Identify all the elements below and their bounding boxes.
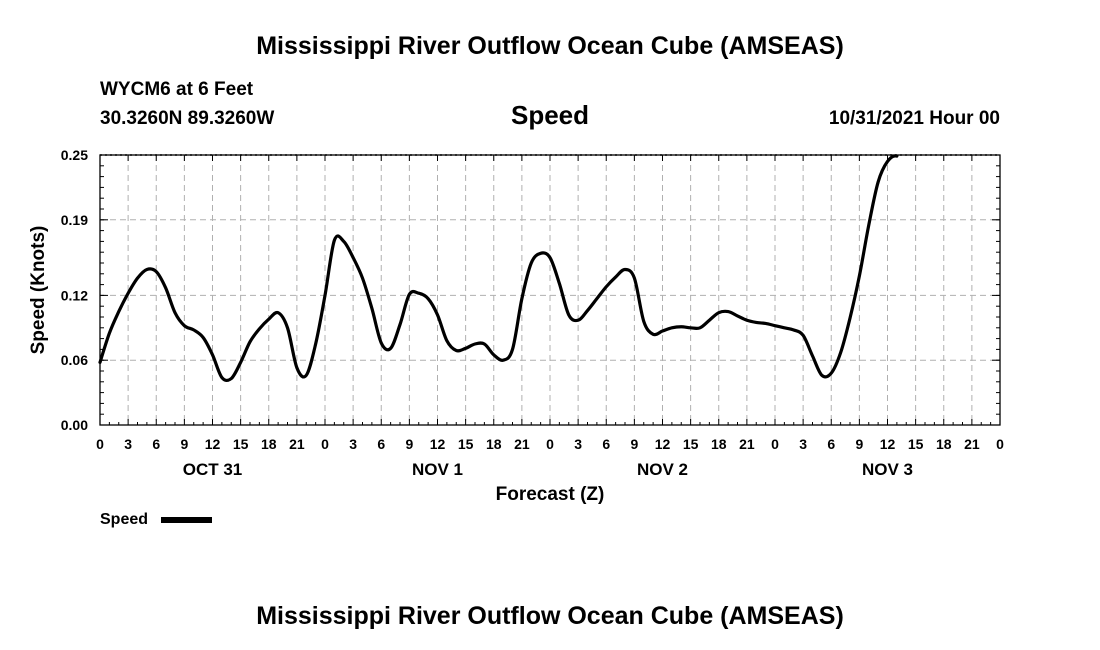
day-label: NOV 2 [637,460,688,479]
x-axis-label: Forecast (Z) [496,484,605,505]
legend: Speed [100,511,212,528]
x-tick-label: 18 [486,436,502,452]
chart-title: Speed [511,100,589,130]
x-tick-label: 0 [321,436,329,452]
x-tick-label: 12 [205,436,221,452]
x-tick-label: 6 [602,436,610,452]
day-label: OCT 31 [183,460,243,479]
x-tick-label: 3 [349,436,357,452]
station-label: WYCM6 at 6 Feet [100,79,254,100]
main-title: Mississippi River Outflow Ocean Cube (AM… [256,32,844,60]
station-coordinates: 30.3260N 89.3260W [100,108,274,129]
forecast-datetime: 10/31/2021 Hour 00 [829,108,1000,129]
day-labels: OCT 31 NOV 1 NOV 2 NOV 3 [183,460,913,479]
x-tick-label: 0 [96,436,104,452]
x-tick-label: 15 [908,436,924,452]
footer-title: Mississippi River Outflow Ocean Cube (AM… [256,602,844,630]
y-tick-label: 0.19 [61,212,88,228]
y-tick-label: 0.25 [61,147,88,163]
x-tick-label: 6 [152,436,160,452]
x-tick-label: 12 [655,436,671,452]
x-tick-label: 21 [514,436,530,452]
y-tick-label: 0.06 [61,352,88,368]
day-label: NOV 3 [862,460,913,479]
day-label: NOV 1 [412,460,463,479]
x-tick-label: 15 [458,436,474,452]
x-tick-label: 12 [880,436,896,452]
speed-series-line [98,154,899,383]
grid-lines [100,155,1000,425]
x-tick-label: 21 [964,436,980,452]
x-tick-label: 18 [936,436,952,452]
x-tick-label: 3 [799,436,807,452]
x-tick-label: 15 [683,436,699,452]
x-tick-label: 18 [711,436,727,452]
x-tick-label: 0 [546,436,554,452]
x-tick-labels: 0 3 6 9 12 15 18 21 0 3 6 9 12 15 18 21 0 3 6 9 12 15 18 21 0 3 6 9… [96,436,1004,452]
x-tick-label: 6 [377,436,385,452]
legend-label-speed: Speed [100,511,148,528]
x-tick-label: 12 [430,436,446,452]
x-tick-label: 0 [771,436,779,452]
x-tick-label: 9 [405,436,413,452]
x-tick-label: 6 [827,436,835,452]
x-tick-label: 9 [180,436,188,452]
y-axis-label: Speed (Knots) [28,226,49,355]
x-tick-label: 0 [996,436,1004,452]
x-tick-label: 15 [233,436,249,452]
y-tick-labels: 0.00 0.06 0.12 0.19 0.25 [61,147,88,433]
x-tick-label: 18 [261,436,277,452]
x-tick-label: 3 [124,436,132,452]
x-tick-label: 21 [289,436,305,452]
y-tick-label: 0.12 [61,287,88,303]
x-tick-label: 21 [739,436,755,452]
y-tick-label: 0.00 [61,417,88,433]
x-tick-label: 9 [855,436,863,452]
x-tick-label: 9 [630,436,638,452]
x-tick-label: 3 [574,436,582,452]
